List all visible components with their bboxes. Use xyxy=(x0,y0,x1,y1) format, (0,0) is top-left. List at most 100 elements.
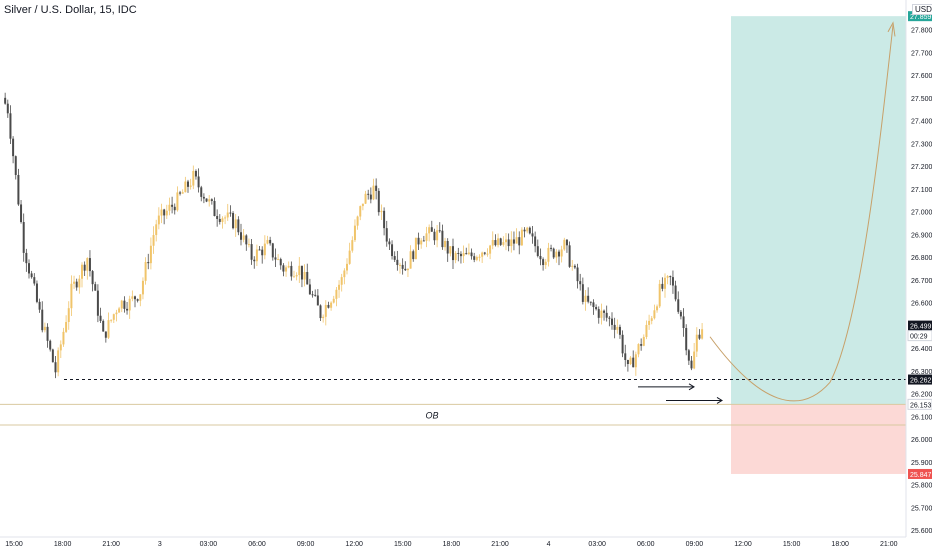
candle-body xyxy=(507,239,510,247)
x-tick-label: 18:00 xyxy=(54,541,72,548)
candle-body xyxy=(531,233,534,237)
candle-body xyxy=(35,283,38,302)
y-tick-label: 26.400 xyxy=(911,346,932,353)
y-tick-label: 26.800 xyxy=(911,255,932,262)
candle-body xyxy=(375,185,378,191)
candle-body xyxy=(110,319,113,321)
candle-body xyxy=(136,299,139,301)
candle-body xyxy=(661,283,664,289)
candle-body xyxy=(656,306,659,311)
candle-body xyxy=(671,277,674,286)
candle-body xyxy=(160,209,163,216)
y-tick-label: 27.800 xyxy=(911,28,932,35)
candle-body xyxy=(258,249,261,251)
candle-body xyxy=(648,320,651,325)
candle-body xyxy=(489,245,492,254)
x-tick-label: 09:00 xyxy=(686,541,704,548)
candle-body xyxy=(452,246,454,261)
candle-body xyxy=(592,302,595,308)
candle-body xyxy=(544,261,547,266)
candle-body xyxy=(417,237,420,245)
candle-body xyxy=(650,318,653,321)
candle-body xyxy=(308,284,311,295)
candle-body xyxy=(579,281,582,285)
candle-body xyxy=(573,265,576,268)
candle-body xyxy=(425,233,428,241)
candle-body xyxy=(194,170,197,177)
candle-body xyxy=(221,218,224,222)
candle-body xyxy=(51,349,54,363)
currency-label[interactable]: USD xyxy=(912,4,932,15)
candle-body xyxy=(642,336,645,346)
candle-body xyxy=(41,309,44,331)
candle-body xyxy=(693,351,696,369)
y-tick-label: 27.100 xyxy=(911,187,932,194)
candle-body xyxy=(94,284,97,291)
candle-body xyxy=(279,259,282,266)
x-tick-label: 06:00 xyxy=(248,541,266,548)
candle-body xyxy=(478,256,481,258)
candle-body xyxy=(499,238,502,245)
projection-arrowhead xyxy=(887,21,896,37)
candle-body xyxy=(274,257,277,260)
y-tick-label: 25.600 xyxy=(911,528,932,535)
candle-body xyxy=(563,239,566,250)
candle-body xyxy=(14,156,17,175)
candle-body xyxy=(587,295,590,302)
candle-body xyxy=(67,308,70,322)
candle-body xyxy=(327,304,330,308)
candle-body xyxy=(9,113,12,139)
candle-body xyxy=(65,321,68,332)
projection-path xyxy=(709,24,894,402)
candle-body xyxy=(49,340,52,350)
candle-body xyxy=(576,267,579,282)
candle-body xyxy=(674,285,677,300)
candle-body xyxy=(189,185,192,187)
candle-body xyxy=(558,251,560,257)
candle-body xyxy=(6,103,9,114)
price-badge-label: 26.499 xyxy=(910,324,932,331)
candle-body xyxy=(629,357,632,365)
candle-body xyxy=(505,239,507,243)
candle-body xyxy=(118,308,121,313)
candle-body xyxy=(173,206,176,211)
candle-body xyxy=(171,204,174,207)
ob-label: OB xyxy=(425,411,438,421)
candle-body xyxy=(645,324,648,337)
candle-body xyxy=(454,252,457,261)
candle-body xyxy=(399,264,401,266)
candle-body xyxy=(444,241,447,248)
y-tick-label: 27.600 xyxy=(911,73,932,80)
candle-body xyxy=(486,253,489,255)
price-badge-light xyxy=(907,330,932,342)
y-tick-label: 26.600 xyxy=(911,301,932,308)
candle-body xyxy=(285,267,288,272)
candle-body xyxy=(441,230,444,248)
candle-body xyxy=(377,190,380,213)
candle-body xyxy=(626,359,629,365)
candle-body xyxy=(229,212,232,214)
candle-body xyxy=(99,315,102,321)
price-badge-label: 27.859 xyxy=(910,14,932,21)
candle-body xyxy=(218,218,221,222)
liquidity-arrow-2-head xyxy=(716,397,723,404)
candle-body xyxy=(359,206,362,217)
candle-body xyxy=(414,237,417,260)
candle-body xyxy=(462,253,465,257)
y-tick-label: 25.800 xyxy=(911,483,932,490)
x-tick-label: 4 xyxy=(547,541,551,548)
candle-body xyxy=(385,228,388,242)
x-tick-label: 03:00 xyxy=(588,541,606,548)
candle-body xyxy=(534,236,537,247)
candle-body xyxy=(25,252,28,264)
y-tick-label: 27.000 xyxy=(911,210,932,217)
x-tick-label: 03:00 xyxy=(200,541,218,548)
candle-body xyxy=(181,192,184,194)
price-badge-label: 26.262 xyxy=(910,378,932,385)
y-tick-label: 26.900 xyxy=(911,232,932,239)
price-badges: 27.859 26.499 00:29 26.262 26.153 25.847 xyxy=(907,11,932,479)
candle-body xyxy=(319,305,322,319)
candle-body xyxy=(43,326,46,331)
candle-body xyxy=(494,240,497,246)
